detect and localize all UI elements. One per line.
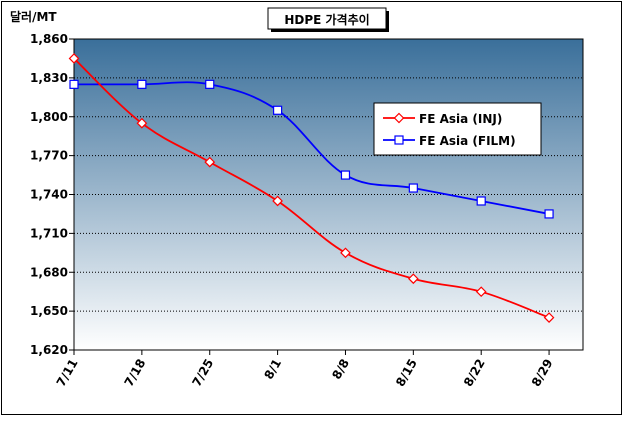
data-point	[475, 286, 487, 298]
data-point	[543, 312, 555, 323]
data-point	[272, 195, 283, 207]
legend-marker	[393, 112, 405, 124]
legend-label: FE Asia (FILM)	[419, 134, 516, 148]
data-point	[408, 183, 418, 193]
y-tick-label: 1,710	[30, 226, 68, 240]
legend-label: FE Asia (INJ)	[419, 112, 502, 126]
data-point	[407, 273, 419, 285]
title-box-shadow	[386, 11, 389, 32]
data-point	[205, 79, 215, 89]
data-point	[137, 79, 147, 89]
legend-box	[373, 102, 542, 156]
y-tick-label: 1,740	[30, 188, 68, 202]
y-axis-ticks: 1,620 1,650 1,680 1,710 1,740 1,770 1,800 1,830…	[30, 32, 74, 357]
data-point	[544, 209, 554, 219]
series-line	[74, 81, 550, 215]
y-axis-unit-label: 달러/MT	[10, 9, 57, 24]
y-tick-label: 1,620	[30, 343, 68, 357]
y-tick-label: 1,860	[30, 32, 68, 46]
y-tick-label: 1,770	[30, 149, 68, 163]
y-tick-label: 1,650	[30, 304, 68, 318]
chart-title: HDPE 가격추이	[284, 12, 369, 27]
y-tick-label: 1,800	[30, 110, 68, 124]
data-point	[340, 247, 351, 259]
data-point	[68, 53, 80, 64]
data-point	[204, 156, 216, 168]
data-point	[340, 170, 351, 180]
data-point	[476, 196, 486, 206]
title-box-shadow-bottom	[271, 29, 389, 32]
data-point	[136, 117, 148, 129]
y-tick-label: 1,830	[30, 71, 68, 85]
data-point	[273, 105, 283, 115]
legend-marker	[394, 135, 404, 145]
legend-items: FE Asia (INJ) FE Asia (FILM)	[383, 112, 516, 148]
y-tick-label: 1,680	[30, 265, 68, 279]
series-lines	[68, 53, 555, 323]
legend: FE Asia (INJ) FE Asia (FILM)	[373, 102, 542, 156]
data-point	[69, 79, 79, 89]
